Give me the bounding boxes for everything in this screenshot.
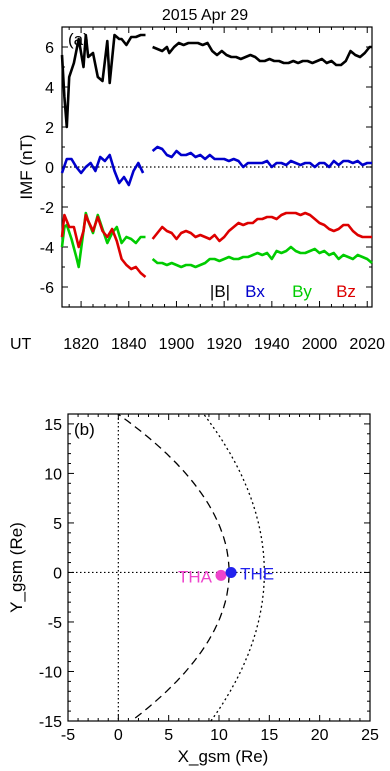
panel-b-label: (b) bbox=[74, 420, 95, 439]
panel-b-orbit-chart: -5 0 5 10 15 20 25 -15 -10 -5 0 5 10 15 THA THE (b) X_gsm… bbox=[7, 413, 379, 766]
y-tick-label: 15 bbox=[44, 417, 62, 434]
x-tick-label: 0 bbox=[114, 727, 123, 744]
spacecraft-marker-tha bbox=[215, 569, 227, 581]
series-line-bz-segment-1 bbox=[60, 213, 147, 278]
spacecraft-marker-the bbox=[225, 566, 237, 578]
x-tick-label: 10 bbox=[210, 727, 228, 744]
series-line-by-segment-2 bbox=[151, 245, 373, 269]
y-tick-label: -4 bbox=[40, 240, 54, 257]
x-tick-label: -5 bbox=[61, 727, 75, 744]
y-tick-label: 6 bbox=[45, 40, 54, 57]
x-tick-label: 1840 bbox=[111, 336, 147, 353]
series-line-bx-segment-2 bbox=[151, 145, 372, 169]
x-tick-label: 1820 bbox=[63, 336, 99, 353]
y-tick-label: -5 bbox=[48, 615, 62, 632]
spacecraft-label-the: THE bbox=[240, 564, 274, 583]
series-line-b-magnitude-segment-1 bbox=[60, 33, 146, 129]
x-tick-label: 1900 bbox=[159, 336, 195, 353]
y-tick-label: -10 bbox=[39, 664, 62, 681]
panel-b-ylabel: Y_gsm (Re) bbox=[7, 522, 26, 613]
x-tick-label: 2020 bbox=[349, 336, 385, 353]
x-tick-label: 5 bbox=[164, 727, 173, 744]
boundary-group bbox=[116, 414, 265, 721]
ut-axis-label: UT bbox=[10, 336, 32, 353]
y-tick-label: 4 bbox=[45, 80, 54, 97]
x-tick-label: 1920 bbox=[206, 336, 242, 353]
panel-a-label: (a) bbox=[68, 30, 89, 49]
legend-entry-bz: Bz bbox=[336, 282, 356, 301]
y-tick-label: -2 bbox=[40, 200, 54, 217]
y-tick-label: 0 bbox=[45, 160, 54, 177]
x-tick-label: 25 bbox=[361, 727, 379, 744]
y-tick-label: 0 bbox=[53, 565, 62, 582]
series-line-bx-segment-1 bbox=[60, 153, 145, 187]
x-tick-label: 20 bbox=[311, 727, 329, 744]
x-tick-label: 15 bbox=[260, 727, 278, 744]
y-tick-label: 10 bbox=[44, 466, 62, 483]
x-tick-label: 2000 bbox=[302, 336, 338, 353]
x-tick-label: 1940 bbox=[254, 336, 290, 353]
spacecraft-label-tha: THA bbox=[178, 567, 213, 586]
y-tick-label: 5 bbox=[53, 516, 62, 533]
legend-entry-bx: Bx bbox=[245, 282, 265, 301]
panel-a-ylabel: IMF (nT) bbox=[17, 134, 36, 199]
series-line-by-segment-1 bbox=[60, 211, 146, 269]
series-line-bz-segment-2 bbox=[151, 211, 372, 243]
figure-title: 2015 Apr 29 bbox=[162, 7, 248, 24]
y-tick-label: 2 bbox=[45, 120, 54, 137]
panel-b-xlabel: X_gsm (Re) bbox=[178, 747, 269, 766]
y-tick-label: -15 bbox=[39, 714, 62, 731]
series-line-b-magnitude-segment-2 bbox=[152, 41, 372, 67]
legend-entry-by: By bbox=[292, 282, 312, 301]
legend-entry-b-magnitude: |B| bbox=[210, 282, 230, 301]
bow-shock-curve bbox=[202, 414, 265, 721]
panel-a-imf-chart: -6 -4 -2 0 2 4 6 1820 1840 1900 1920 1940 2000 2020 (a… bbox=[17, 26, 385, 353]
y-tick-label: -6 bbox=[40, 280, 54, 297]
panel-b-frame bbox=[67, 413, 371, 722]
